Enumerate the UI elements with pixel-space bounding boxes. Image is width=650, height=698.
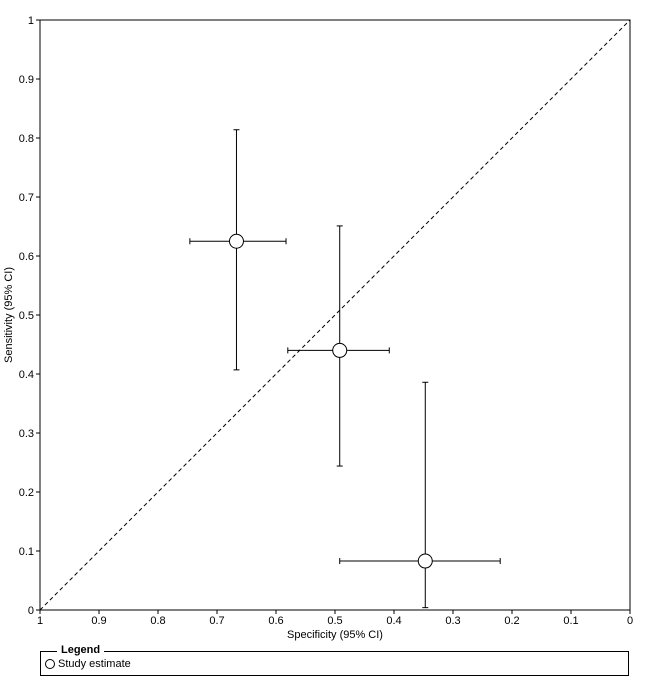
x-tick-label: 0 bbox=[627, 615, 633, 627]
y-tick-label: 0.1 bbox=[19, 546, 34, 558]
y-tick-label: 0.3 bbox=[19, 428, 34, 440]
y-axis-label: Sensitivity (95% CI) bbox=[3, 267, 15, 363]
data-points bbox=[189, 129, 501, 609]
y-tick-label: 1 bbox=[28, 15, 34, 27]
legend-item-label: Study estimate bbox=[58, 658, 131, 670]
legend-title: Legend bbox=[57, 643, 105, 657]
x-axis-ticks: 1 0.9 0.8 0.7 0.6 0.5 0.4 0.3 0.2 0.1 0 bbox=[37, 610, 633, 627]
legend-item-study-estimate: Study estimate bbox=[45, 658, 131, 670]
y-tick-label: 0.2 bbox=[19, 487, 34, 499]
y-tick-label: 0.9 bbox=[19, 74, 34, 86]
x-tick-label: 0.4 bbox=[386, 615, 401, 627]
y-tick-label: 0.7 bbox=[19, 192, 34, 204]
chart-plot: 1 0.9 0.8 0.7 0.6 0.5 0.4 0.3 0.2 0.1 0 0 0.1 0.2 0.3… bbox=[3, 15, 633, 641]
reference-diagonal-line bbox=[39, 19, 631, 611]
x-tick-label: 0.6 bbox=[268, 615, 283, 627]
x-tick-label: 0.2 bbox=[504, 615, 519, 627]
legend: Legend Study estimate bbox=[40, 643, 629, 676]
study-estimate-marker bbox=[228, 233, 244, 249]
study-estimate-point bbox=[287, 225, 390, 467]
y-tick-label: 0.5 bbox=[19, 310, 34, 322]
x-tick-label: 0.7 bbox=[209, 615, 224, 627]
x-tick-label: 0.3 bbox=[445, 615, 460, 627]
x-axis-label: Specificity (95% CI) bbox=[287, 629, 383, 641]
y-tick-label: 0 bbox=[28, 605, 34, 617]
x-tick-label: 1 bbox=[37, 615, 43, 627]
x-tick-label: 0.8 bbox=[150, 615, 165, 627]
y-tick-label: 0.4 bbox=[19, 369, 34, 381]
y-axis-ticks: 0 0.1 0.2 0.3 0.4 0.5 0.6 0.7 0.8 0.9 1 bbox=[19, 15, 40, 617]
study-estimate-point bbox=[339, 381, 501, 609]
study-estimate-marker bbox=[332, 342, 348, 358]
study-estimate-point bbox=[189, 129, 287, 371]
study-estimate-marker bbox=[417, 553, 433, 569]
open-circle-icon bbox=[45, 659, 55, 669]
x-tick-label: 0.5 bbox=[327, 615, 342, 627]
x-tick-label: 0.9 bbox=[91, 615, 106, 627]
y-tick-label: 0.8 bbox=[19, 133, 34, 145]
x-tick-label: 0.1 bbox=[563, 615, 578, 627]
y-tick-label: 0.6 bbox=[19, 251, 34, 263]
